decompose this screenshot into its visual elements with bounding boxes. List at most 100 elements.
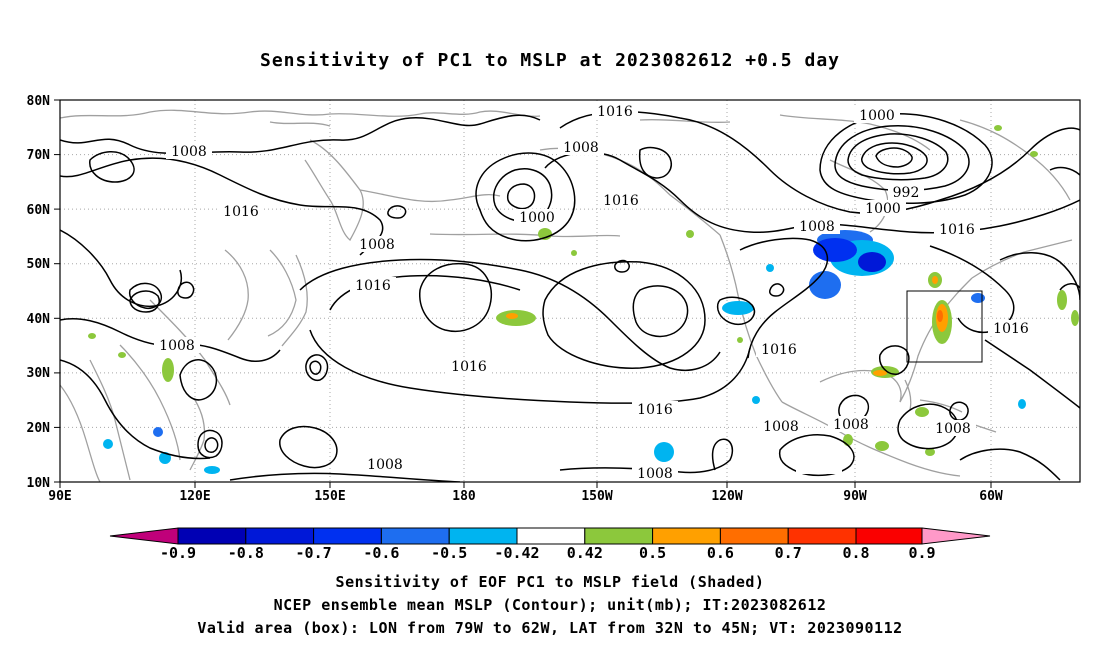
caption-contour: NCEP ensemble mean MSLP (Contour); unit(… [273, 596, 827, 614]
colorbar-label: -0.7 [296, 544, 332, 562]
svg-text:1000: 1000 [859, 108, 895, 124]
colorbar-swatch [177, 527, 247, 545]
contour-label: 1016 [218, 203, 264, 220]
contour-label: 1016 [934, 221, 980, 238]
colorbar-label: -0.42 [494, 544, 539, 562]
colorbar-label: 0.7 [775, 544, 802, 562]
contour-label [796, 458, 842, 474]
colorbar-high-arrow [921, 527, 991, 545]
contour-label: 1016 [592, 103, 638, 120]
contour-label: 1008 [930, 420, 976, 437]
contour-label: 1008 [758, 418, 804, 435]
svg-text:1016: 1016 [761, 342, 797, 358]
svg-text:1008: 1008 [359, 237, 395, 253]
colorbar-swatch [855, 527, 923, 545]
colorbar-swatch [313, 527, 382, 545]
contour-label: 1008 [558, 139, 604, 156]
colorbar-label: 0.6 [707, 544, 734, 562]
contour-label: 1008 [362, 456, 408, 473]
svg-text:1000: 1000 [519, 210, 555, 226]
lon-tick-label: 60W [979, 489, 1003, 504]
contour-label: 1000 [860, 200, 906, 217]
colorbar-label: -0.5 [431, 544, 467, 562]
lat-tick-label: 50N [27, 257, 51, 272]
contour-label: 1000 [854, 107, 900, 124]
svg-text:1000: 1000 [865, 201, 901, 217]
contour-labels: 1016 1000 1008 1008 992 1016 1000 1000 1… [0, 0, 1034, 482]
colorbar: -0.9 -0.8 -0.7 -0.6 -0.5 -0.42 0.42 0.5 … [109, 527, 991, 562]
svg-text:1008: 1008 [367, 457, 403, 473]
colorbar-label: -0.9 [160, 544, 196, 562]
contour-label: 1008 [794, 218, 840, 235]
caption-valid-area: Valid area (box): LON from 79W to 62W, L… [197, 619, 903, 637]
lon-tick-label: 90E [48, 489, 71, 504]
lon-tick-label: 150W [581, 489, 612, 504]
lat-tick-label: 30N [27, 366, 51, 381]
lat-tick-label: 40N [27, 312, 51, 327]
lon-tick-label: 180 [452, 489, 476, 504]
map-frame [59, 99, 1081, 483]
contour-label: 1016 [756, 341, 802, 358]
map-title: Sensitivity of PC1 to MSLP at 2023082612… [259, 50, 840, 71]
colorbar-swatch [380, 527, 450, 545]
lon-tick-label: 120W [711, 489, 742, 504]
contour-label: 1008 [828, 416, 874, 433]
lat-tick-label: 60N [27, 203, 51, 218]
lon-tick-label: 90W [843, 489, 867, 504]
caption-shaded: Sensitivity of EOF PC1 to MSLP field (Sh… [335, 573, 765, 591]
colorbar-label: -0.8 [228, 544, 264, 562]
svg-text:1008: 1008 [935, 421, 971, 437]
colorbar-label: 0.8 [842, 544, 869, 562]
contour-label: 1016 [598, 192, 644, 209]
colorbar-swatch [245, 527, 315, 545]
contour-label: 1008 [154, 337, 200, 354]
colorbar-swatch [516, 527, 586, 545]
svg-text:1008: 1008 [637, 466, 673, 482]
svg-text:1016: 1016 [939, 222, 975, 238]
contour-label: 1016 [988, 320, 1034, 337]
lon-axis: 90E 120E 150E 180 150W 120W 90W 60W [48, 482, 1003, 504]
contour-label: 1016 [0, 0, 18, 4]
lat-tick-label: 70N [27, 148, 51, 163]
svg-text:1016: 1016 [223, 204, 259, 220]
svg-text:1008: 1008 [833, 417, 869, 433]
colorbar-label: 0.42 [567, 544, 603, 562]
valid-area-box [906, 290, 983, 363]
svg-text:992: 992 [893, 185, 920, 201]
colorbar-label: -0.6 [363, 544, 399, 562]
svg-text:1016: 1016 [597, 104, 633, 120]
contour-label: 1016 [446, 358, 492, 375]
colorbar-low-arrow [109, 527, 179, 545]
colorbar-swatch [448, 527, 518, 545]
lat-tick-label: 80N [27, 94, 51, 109]
colorbar-swatch [787, 527, 857, 545]
contour-label: 1016 [632, 401, 678, 418]
svg-text:1016: 1016 [637, 402, 673, 418]
coastlines [60, 109, 1073, 482]
contour-label: 1008 [166, 143, 212, 160]
svg-text:1008: 1008 [763, 419, 799, 435]
contour-label: 1016 [350, 277, 396, 294]
svg-text:1016: 1016 [603, 193, 639, 209]
lat-tick-label: 20N [27, 421, 51, 436]
svg-text:1016: 1016 [355, 278, 391, 294]
svg-text:1008: 1008 [563, 140, 599, 156]
colorbar-swatch [584, 527, 654, 545]
svg-text:1008: 1008 [171, 144, 207, 160]
lat-axis: 80N 70N 60N 50N 40N 30N 20N 10N [27, 94, 60, 491]
contour-label: 992 [888, 184, 924, 201]
svg-text:1008: 1008 [159, 338, 195, 354]
colorbar-label: 0.5 [639, 544, 666, 562]
lon-tick-label: 150E [314, 489, 345, 504]
colorbar-swatch [652, 527, 721, 545]
lon-tick-label: 120E [179, 489, 210, 504]
contour-label: 1008 [632, 465, 678, 482]
colorbar-label: 0.9 [908, 544, 935, 562]
svg-text:1008: 1008 [799, 219, 835, 235]
contour-label: 1008 [354, 236, 400, 253]
svg-text:1016: 1016 [451, 359, 487, 375]
svg-text:1016: 1016 [993, 321, 1029, 337]
contour-label: 1000 [514, 209, 560, 226]
lat-tick-label: 10N [27, 476, 51, 491]
